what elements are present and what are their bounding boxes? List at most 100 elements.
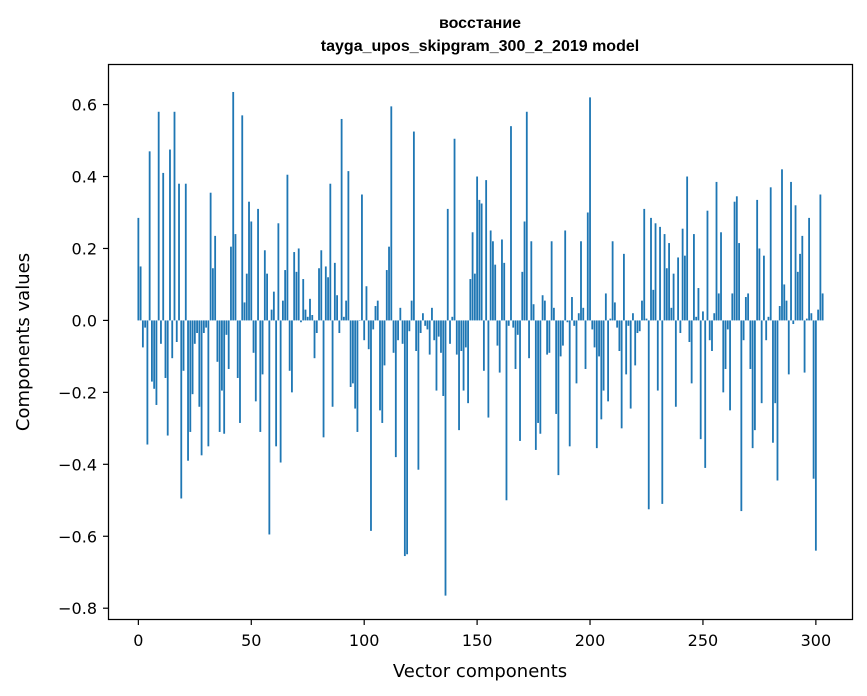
bar [401,320,404,344]
bar [632,313,634,321]
bar [415,320,418,351]
bar [733,201,736,321]
bar [383,320,386,366]
bar [221,320,223,391]
x-tick-label: 150 [462,631,493,650]
bar [683,255,686,321]
bar [740,320,743,512]
bar [582,307,585,321]
bar [742,320,745,341]
bar [137,217,140,321]
bar [787,320,790,375]
bar [342,316,345,321]
bar [336,295,338,321]
bar [464,320,467,348]
bar [724,320,727,369]
x-tick-label: 300 [801,631,832,650]
bar [550,241,553,321]
x-axis-ticks: 0 50 100 150 200 250 300 [133,619,831,650]
bar [555,320,558,414]
bar [295,271,298,321]
bar [778,306,781,321]
bar [810,313,813,321]
bar [552,307,555,321]
x-tick-label: 50 [241,631,261,650]
bar [437,320,440,337]
bar-series [137,91,824,596]
bar [397,320,399,341]
bar [363,320,366,341]
bar [205,320,208,328]
bar [428,320,431,355]
bar [279,320,282,463]
bar [516,320,519,335]
bar [473,273,476,321]
bar [613,302,616,321]
bar [744,297,747,321]
bar [399,307,402,321]
bar [814,320,817,551]
bar [487,320,490,418]
bar [144,320,147,328]
bar [155,320,158,405]
x-tick-label: 0 [133,631,143,650]
bar [318,268,320,321]
bar [589,97,591,321]
bar [390,106,393,321]
bar [805,318,808,321]
bar [765,320,768,341]
bar [803,320,806,373]
bar [347,171,350,321]
bar [406,320,409,555]
bar [677,257,680,321]
bar [512,320,515,328]
bar [575,320,578,384]
bar [645,318,648,321]
bar [202,320,205,334]
bar [333,262,336,321]
bar [501,239,503,321]
bar [697,288,700,321]
bar [372,320,375,330]
bar [245,273,248,321]
bar [367,320,370,350]
bar [595,320,598,449]
bar [482,320,485,371]
chart-title: восстание [439,15,521,32]
bar [695,316,698,321]
bar [361,194,363,321]
bar [674,320,677,407]
bar [232,91,235,321]
bar [785,300,788,321]
bar [309,298,311,321]
bar [324,266,327,321]
bar [157,111,160,321]
bar [272,291,275,321]
bar [749,320,752,369]
bar [356,320,359,432]
bar [286,174,289,321]
y-tick-label: −0.4 [58,455,97,474]
bar [304,309,307,321]
bar [602,320,605,391]
bar [496,320,499,346]
bar [392,320,395,353]
bar [616,320,619,328]
bar [422,313,424,321]
bar [388,246,390,321]
bar [783,284,786,321]
bar [453,138,456,321]
bar [243,302,246,321]
bar [444,320,447,596]
bar [200,320,203,456]
bar [571,297,573,321]
bar [650,217,652,321]
bar [722,320,725,393]
bar [686,176,689,321]
bar [306,316,309,321]
bar [352,320,354,384]
bar [385,270,388,321]
bar [679,320,682,334]
bar [539,320,542,434]
